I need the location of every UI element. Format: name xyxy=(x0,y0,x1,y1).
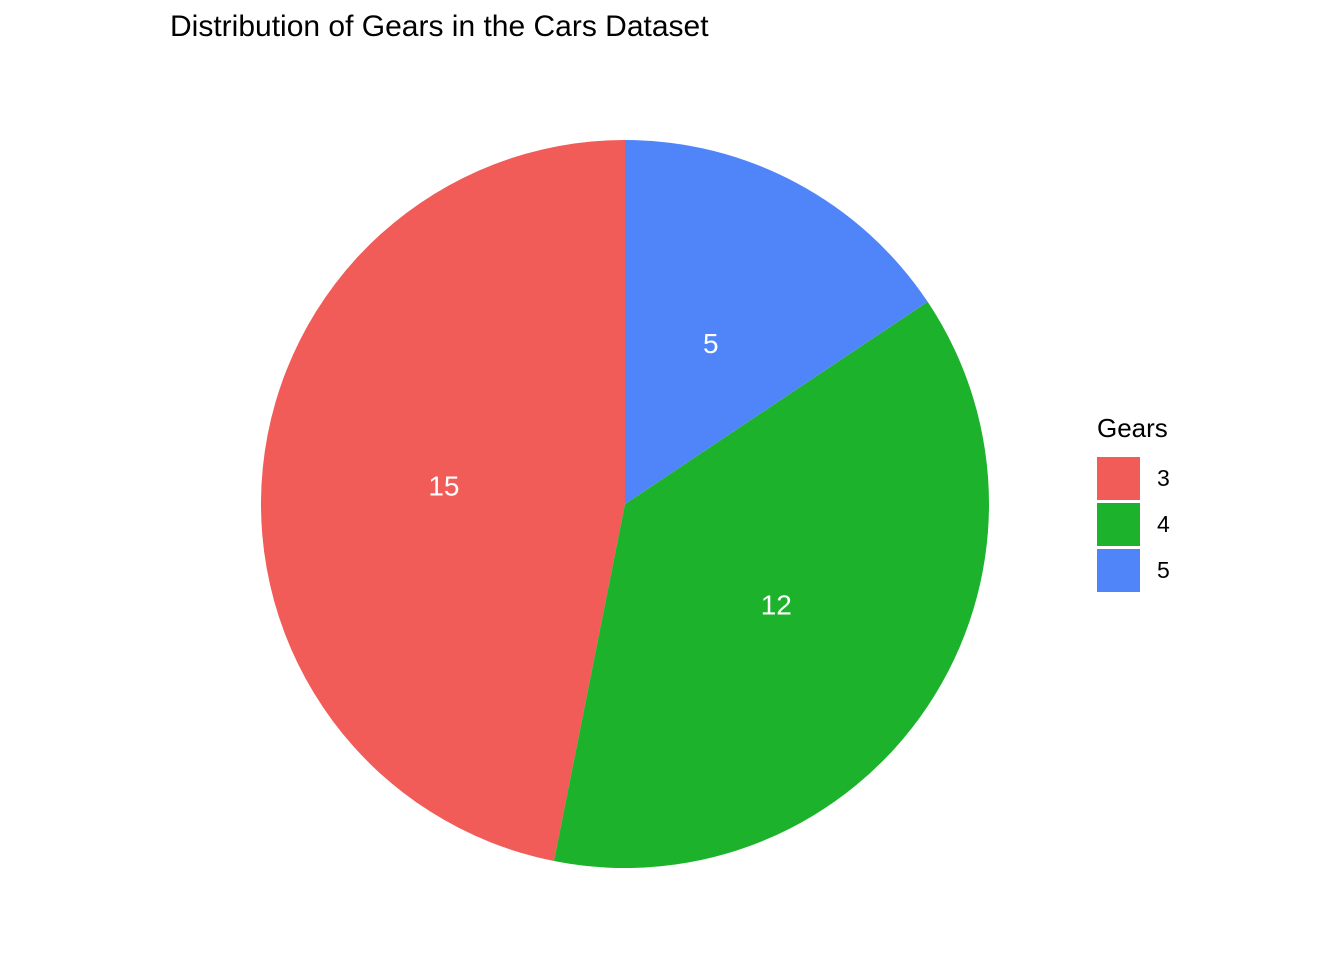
pie-slice-3 xyxy=(260,140,625,862)
legend-item-label: 5 xyxy=(1157,557,1170,583)
legend: Gears 3 4 5 xyxy=(1097,413,1170,595)
slice-label-3: 15 xyxy=(428,471,459,502)
legend-item-label: 3 xyxy=(1157,465,1170,491)
pie-slice-5 xyxy=(625,140,928,504)
legend-item-5: 5 xyxy=(1097,549,1170,592)
legend-item-label: 4 xyxy=(1157,511,1170,537)
legend-title: Gears xyxy=(1097,413,1168,443)
legend-item-4: 4 xyxy=(1097,503,1170,546)
legend-items: 3 4 5 xyxy=(1097,457,1170,592)
legend-item-3: 3 xyxy=(1097,457,1170,500)
slice-label-4: 12 xyxy=(761,590,792,621)
pie-slice-4 xyxy=(553,301,989,869)
legend-swatch-4 xyxy=(1097,503,1140,546)
legend-swatch-5 xyxy=(1097,549,1140,592)
chart-title: Distribution of Gears in the Cars Datase… xyxy=(170,10,709,43)
legend-swatch-3 xyxy=(1097,457,1140,500)
slice-label-5: 5 xyxy=(703,328,719,359)
